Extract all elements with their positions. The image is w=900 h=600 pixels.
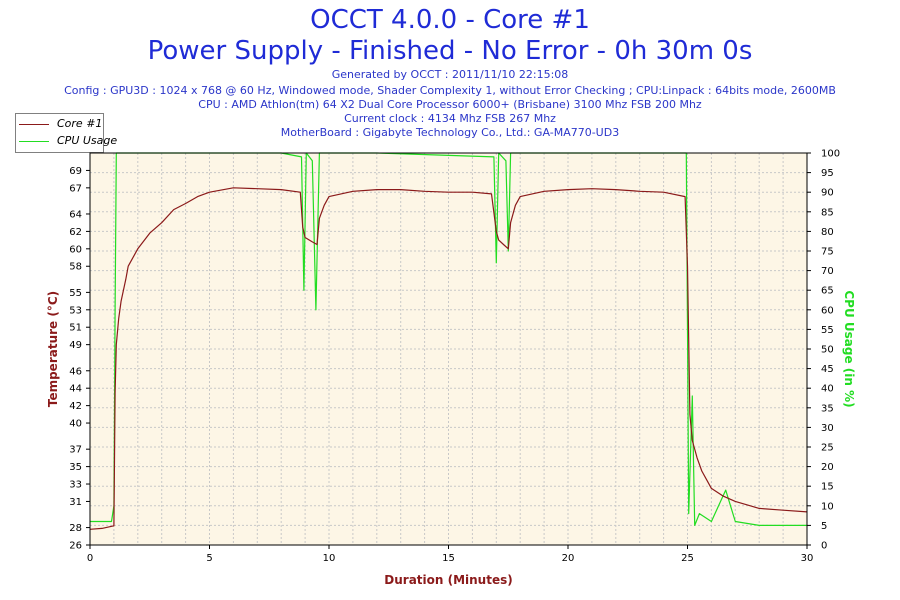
y2-tick-label: 90 [821, 188, 834, 199]
y-tick-label: 35 [69, 462, 82, 473]
y-tick-label: 55 [69, 288, 82, 299]
y-tick-label: 69 [69, 166, 82, 177]
generated-line: Generated by OCCT : 2011/11/10 22:15:08 [331, 68, 569, 81]
y2-tick-label: 50 [821, 345, 834, 356]
legend-label-cpu: CPU Usage [57, 134, 118, 147]
x-tick-label: 25 [681, 553, 694, 564]
chart-legend: Core #1 CPU Usage [15, 113, 117, 153]
y2-tick-label: 45 [821, 364, 834, 375]
y-tick-label: 37 [69, 445, 82, 456]
y2-tick-label: 80 [821, 227, 834, 238]
y-tick-label: 62 [69, 227, 82, 238]
y2-tick-label: 5 [821, 521, 827, 532]
x-tick-label: 15 [442, 553, 455, 564]
legend-label-core: Core #1 [57, 117, 103, 130]
motherboard-line: MotherBoard : Gigabyte Technology Co., L… [280, 126, 620, 139]
chart-subtitle: Power Supply - Finished - No Error - 0h … [147, 36, 753, 66]
y2-tick-label: 30 [821, 423, 834, 434]
y-tick-label: 42 [69, 401, 82, 412]
y-tick-label: 49 [69, 340, 82, 351]
x-tick-label: 10 [323, 553, 336, 564]
x-tick-label: 5 [206, 553, 212, 564]
x-tick-label: 0 [87, 553, 93, 564]
y-tick-label: 67 [69, 183, 82, 194]
series-line-core-temp [89, 187, 808, 530]
y2-tick-label: 55 [821, 325, 834, 336]
y-tick-label: 53 [69, 305, 82, 316]
x-axis-label: Duration (Minutes) [384, 573, 512, 587]
y2-tick-label: 95 [821, 168, 834, 179]
y-axis-label-left: Temperature (°C) [46, 291, 60, 407]
y-axis-label-right: CPU Usage (in %) [842, 290, 856, 407]
y-tick-label: 28 [69, 523, 82, 534]
y2-tick-label: 15 [821, 482, 834, 493]
y2-tick-label: 65 [821, 286, 834, 297]
y-tick-label: 31 [69, 497, 82, 508]
y-tick-label: 64 [69, 209, 82, 220]
y2-tick-label: 75 [821, 247, 834, 258]
y2-tick-label: 0 [821, 541, 827, 552]
y2-tick-label: 85 [821, 207, 834, 218]
cpu-line: CPU : AMD Athlon(tm) 64 X2 Dual Core Pro… [198, 98, 702, 111]
y2-tick-label: 100 [821, 149, 840, 160]
chart-title: OCCT 4.0.0 - Core #1 [310, 5, 590, 35]
legend-swatch-core [19, 124, 49, 125]
y2-tick-label: 35 [821, 403, 834, 414]
y2-tick-label: 40 [821, 384, 834, 395]
legend-swatch-cpu [19, 141, 49, 142]
y2-tick-label: 20 [821, 462, 834, 473]
y-tick-label: 60 [69, 244, 82, 255]
y-tick-label: 51 [69, 323, 82, 334]
y-tick-label: 26 [69, 541, 82, 552]
clock-line: Current clock : 4134 Mhz FSB 267 Mhz [344, 112, 556, 125]
y2-tick-label: 25 [821, 443, 834, 454]
y-tick-label: 40 [69, 419, 82, 430]
x-tick-label: 20 [562, 553, 575, 564]
y2-tick-label: 10 [821, 501, 834, 512]
y-tick-label: 46 [69, 366, 82, 377]
y2-tick-label: 60 [821, 305, 834, 316]
y-tick-label: 58 [69, 262, 82, 273]
axes: 0 5 10 15 20 25 302628313335374042444649515355… [69, 149, 840, 565]
x-tick-label: 30 [801, 553, 814, 564]
y-tick-label: 33 [69, 480, 82, 491]
y2-tick-label: 70 [821, 266, 834, 277]
config-line: Config : GPU3D : 1024 x 768 @ 60 Hz, Win… [64, 84, 836, 97]
y-tick-label: 44 [69, 384, 82, 395]
